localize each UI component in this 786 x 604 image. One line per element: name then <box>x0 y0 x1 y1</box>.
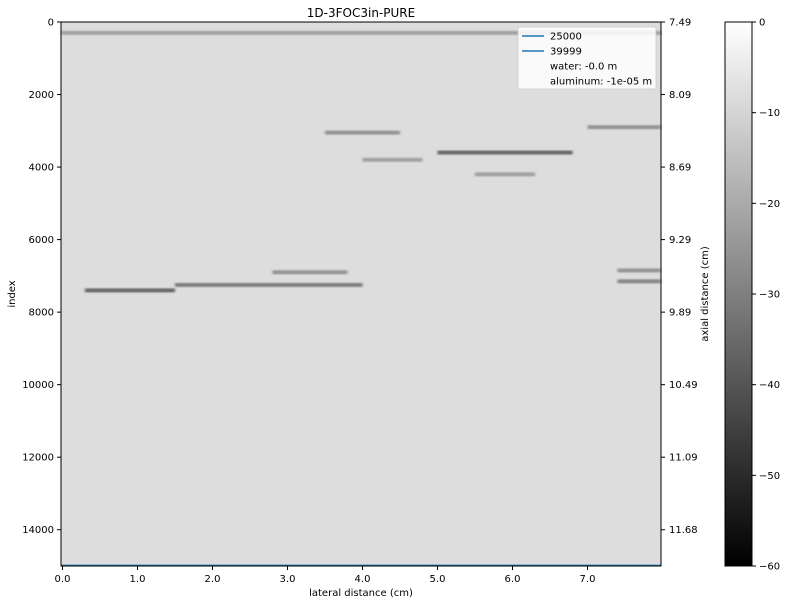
echo-6 <box>175 282 363 287</box>
y-axis: 0 2000 4000 6000 8000 10000 12000 14000 <box>22 18 61 536</box>
y-right-tick-label: 8.69 <box>669 163 691 174</box>
y-tick-label: 2000 <box>29 90 54 101</box>
echo-4 <box>587 125 661 130</box>
y-right-tick-label: 10.49 <box>669 380 698 391</box>
echo-5 <box>85 288 175 293</box>
y-right-tick-label: 11.68 <box>669 525 698 536</box>
y-tick-label: 8000 <box>29 308 54 319</box>
y-tick-label: 12000 <box>22 453 54 464</box>
x-tick-label: 1.0 <box>130 574 146 585</box>
colorbar-tick-label: −40 <box>759 380 780 391</box>
heatmap <box>61 22 661 567</box>
y-tick-label: 14000 <box>22 525 54 536</box>
y-tick-label: 6000 <box>29 235 54 246</box>
colorbar-tick-label: −10 <box>759 108 780 119</box>
x-tick-label: 5.0 <box>430 574 446 585</box>
x-tick-label: 0.0 <box>55 574 71 585</box>
echo-0 <box>325 130 400 135</box>
y-axis-right-label: axial distance (cm) <box>700 246 711 342</box>
x-tick-label: 3.0 <box>280 574 296 585</box>
y-tick-label: 0 <box>48 18 54 29</box>
echo-2 <box>362 157 423 162</box>
y-right-tick-label: 7.49 <box>669 18 691 29</box>
heatmap-background <box>61 22 661 566</box>
legend-label: 39999 <box>550 47 582 58</box>
echo-1 <box>437 150 573 155</box>
y-right-tick-label: 8.09 <box>669 90 691 101</box>
echo-9 <box>617 279 661 284</box>
x-tick-label: 2.0 <box>205 574 221 585</box>
colorbar-gradient <box>724 21 753 567</box>
colorbar: 0 −10 −20 −30 −40 −50 −60 <box>724 18 780 573</box>
plot-frame <box>60 21 662 567</box>
legend-label: 25000 <box>550 32 582 43</box>
y-axis-label: index <box>7 280 18 307</box>
x-axis-label: lateral distance (cm) <box>309 588 413 599</box>
surface-echo <box>61 30 661 35</box>
colorbar-tick-label: 0 <box>759 18 765 29</box>
echo-3 <box>475 172 535 177</box>
x-tick-label: 6.0 <box>505 574 521 585</box>
x-tick-label: 4.0 <box>355 574 371 585</box>
x-tick-label: 7.0 <box>580 574 596 585</box>
echo-7 <box>272 270 348 275</box>
y-tick-label: 10000 <box>22 380 54 391</box>
y-right-tick-label: 9.29 <box>669 235 691 246</box>
legend-label: aluminum: -1e-05 m <box>550 77 652 88</box>
colorbar-tick-label: −30 <box>759 290 780 301</box>
legend-box <box>517 26 657 90</box>
x-axis: 0.0 1.0 2.0 3.0 4.0 5.0 6.0 7.0 <box>55 566 596 585</box>
echo-8 <box>617 268 661 273</box>
colorbar-tick-label: −50 <box>759 471 780 482</box>
y-right-tick-label: 9.89 <box>669 308 691 319</box>
chart-title: 1D-3FOC3in-PURE <box>307 6 415 20</box>
colorbar-tick-label: −60 <box>759 562 780 573</box>
legend-label: water: -0.0 m <box>550 62 617 73</box>
y-tick-label: 4000 <box>29 163 54 174</box>
legend: 25000 39999 water: -0.0 m aluminum: -1e-05 … <box>517 26 657 90</box>
colorbar-tick-label: −20 <box>759 199 780 210</box>
y-axis-right: 7.49 8.09 8.69 9.29 9.89 10.49 11.09 11.68 <box>661 18 698 536</box>
y-right-tick-label: 11.09 <box>669 453 698 464</box>
